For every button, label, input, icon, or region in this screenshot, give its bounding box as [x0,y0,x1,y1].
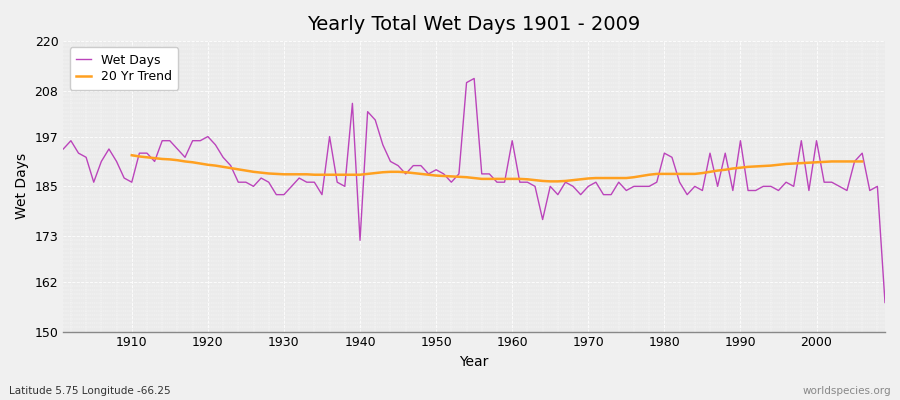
X-axis label: Year: Year [460,355,489,369]
Title: Yearly Total Wet Days 1901 - 2009: Yearly Total Wet Days 1901 - 2009 [308,15,641,34]
Wet Days [286,184,297,189]
20 Yr Trend [857,159,868,164]
Text: worldspecies.org: worldspecies.org [803,386,891,396]
Wet Days [332,180,343,184]
20 Yr Trend [180,159,191,164]
20 Yr Trend [317,172,328,177]
20 Yr Trend [553,179,563,184]
Wet Days [879,300,890,305]
Line: 20 Yr Trend: 20 Yr Trend [131,155,862,181]
Legend: Wet Days, 20 Yr Trend: Wet Days, 20 Yr Trend [69,47,178,90]
Wet Days [507,138,517,143]
Y-axis label: Wet Days: Wet Days [15,153,29,220]
20 Yr Trend [491,176,502,181]
Wet Days [119,176,130,180]
20 Yr Trend [544,179,555,184]
20 Yr Trend [126,153,137,158]
Wet Days [469,76,480,81]
Wet Days [58,147,68,152]
Wet Days [606,192,616,197]
Text: Latitude 5.75 Longitude -66.25: Latitude 5.75 Longitude -66.25 [9,386,171,396]
20 Yr Trend [149,156,160,160]
Line: Wet Days: Wet Days [63,78,885,302]
20 Yr Trend [697,171,707,176]
Wet Days [515,180,526,184]
